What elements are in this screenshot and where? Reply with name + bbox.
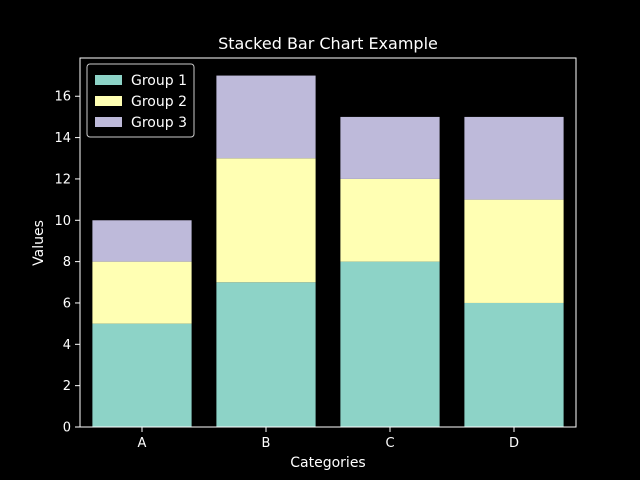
bar-b-series-3 bbox=[216, 75, 316, 159]
bar-a-series-1 bbox=[92, 323, 192, 427]
y-tick-label: 6 bbox=[63, 296, 71, 311]
bar-b-series-2 bbox=[216, 158, 316, 283]
y-tick-label: 0 bbox=[63, 421, 71, 436]
y-tick-label: 14 bbox=[54, 131, 71, 146]
y-tick-label: 10 bbox=[54, 214, 71, 229]
legend-label: Group 3 bbox=[131, 115, 187, 131]
bar-b-series-1 bbox=[216, 282, 316, 427]
legend: Group 1 Group 2 Group 3 bbox=[86, 63, 195, 138]
x-tick-label: A bbox=[138, 436, 147, 451]
axes-group: A B C D 0 2 4 6 8 10 12 14 16 bbox=[54, 57, 577, 451]
bar-d-series-3 bbox=[464, 116, 564, 200]
bar-c-series-3 bbox=[340, 116, 440, 179]
legend-label: Group 1 bbox=[131, 73, 187, 89]
x-tick-label: B bbox=[262, 436, 271, 451]
legend-swatch bbox=[95, 96, 122, 106]
y-tick-label: 16 bbox=[54, 90, 71, 105]
bar-c-series-1 bbox=[340, 261, 440, 427]
y-tick-label: 2 bbox=[63, 379, 71, 394]
x-tick-label: D bbox=[509, 436, 519, 451]
bar-d-series-2 bbox=[464, 199, 564, 303]
y-tick-label: 4 bbox=[63, 338, 71, 353]
plot-frame bbox=[79, 57, 577, 428]
y-tick-label: 12 bbox=[54, 172, 71, 187]
chart-title: Stacked Bar Chart Example bbox=[218, 34, 438, 53]
y-axis-label: Values bbox=[31, 220, 47, 266]
y-tick-label: 8 bbox=[63, 255, 71, 270]
x-axis-label: Categories bbox=[290, 455, 365, 471]
bar-c-series-2 bbox=[340, 178, 440, 262]
bar-a-series-2 bbox=[92, 261, 192, 324]
bar-d-series-1 bbox=[464, 302, 564, 427]
x-tick-label: C bbox=[385, 436, 394, 451]
bar-a-series-3 bbox=[92, 220, 192, 262]
legend-label: Group 2 bbox=[131, 94, 187, 110]
bars-group bbox=[92, 75, 564, 427]
legend-swatch bbox=[95, 75, 122, 85]
legend-swatch bbox=[95, 117, 122, 127]
